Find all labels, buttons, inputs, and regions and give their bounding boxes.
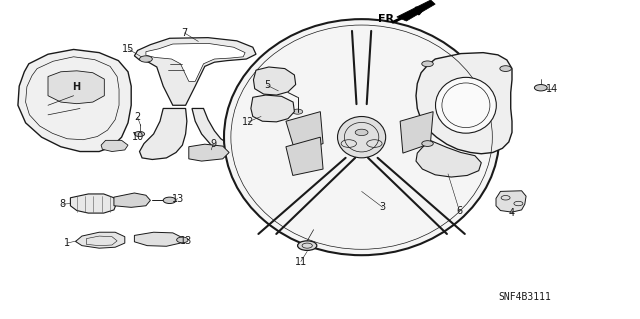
Polygon shape: [253, 67, 296, 95]
Text: 12: 12: [242, 117, 255, 127]
Text: 3: 3: [380, 202, 386, 212]
Polygon shape: [101, 140, 128, 152]
Text: 10: 10: [131, 131, 144, 142]
Text: 13: 13: [172, 194, 184, 204]
Ellipse shape: [224, 19, 499, 255]
Circle shape: [298, 241, 317, 250]
Text: 13: 13: [179, 236, 192, 246]
Circle shape: [355, 129, 368, 136]
Circle shape: [422, 61, 433, 67]
Text: FR.: FR.: [378, 13, 399, 24]
Polygon shape: [286, 137, 323, 175]
Text: 1: 1: [64, 238, 70, 248]
Text: SNF4B3111: SNF4B3111: [499, 292, 551, 302]
Ellipse shape: [435, 78, 497, 133]
Polygon shape: [140, 108, 187, 160]
Circle shape: [163, 197, 176, 204]
Circle shape: [292, 109, 303, 114]
Polygon shape: [416, 53, 512, 154]
Polygon shape: [397, 0, 435, 21]
Text: 2: 2: [134, 112, 141, 122]
Polygon shape: [134, 38, 256, 105]
Text: 5: 5: [264, 80, 271, 91]
Polygon shape: [48, 71, 104, 104]
Text: 9: 9: [210, 139, 216, 149]
Polygon shape: [70, 194, 116, 213]
Polygon shape: [192, 108, 248, 159]
Text: H: H: [72, 82, 80, 92]
Polygon shape: [286, 112, 323, 153]
Polygon shape: [400, 112, 433, 153]
Polygon shape: [18, 49, 131, 152]
Ellipse shape: [337, 116, 386, 158]
Polygon shape: [134, 232, 182, 246]
Text: 7: 7: [181, 28, 188, 38]
Text: 11: 11: [294, 256, 307, 267]
Circle shape: [177, 237, 188, 243]
Polygon shape: [416, 140, 481, 177]
Circle shape: [422, 141, 433, 146]
Circle shape: [500, 66, 511, 71]
Polygon shape: [496, 191, 526, 212]
Text: 15: 15: [122, 44, 134, 54]
Polygon shape: [189, 144, 229, 161]
Text: 6: 6: [456, 206, 463, 216]
Text: 4: 4: [509, 208, 515, 218]
Circle shape: [140, 56, 152, 62]
Polygon shape: [251, 95, 294, 122]
Text: 14: 14: [546, 84, 559, 94]
Polygon shape: [114, 193, 150, 207]
Circle shape: [534, 85, 547, 91]
Circle shape: [134, 131, 145, 137]
Text: 8: 8: [60, 199, 66, 209]
Polygon shape: [76, 232, 125, 248]
Polygon shape: [146, 43, 245, 81]
